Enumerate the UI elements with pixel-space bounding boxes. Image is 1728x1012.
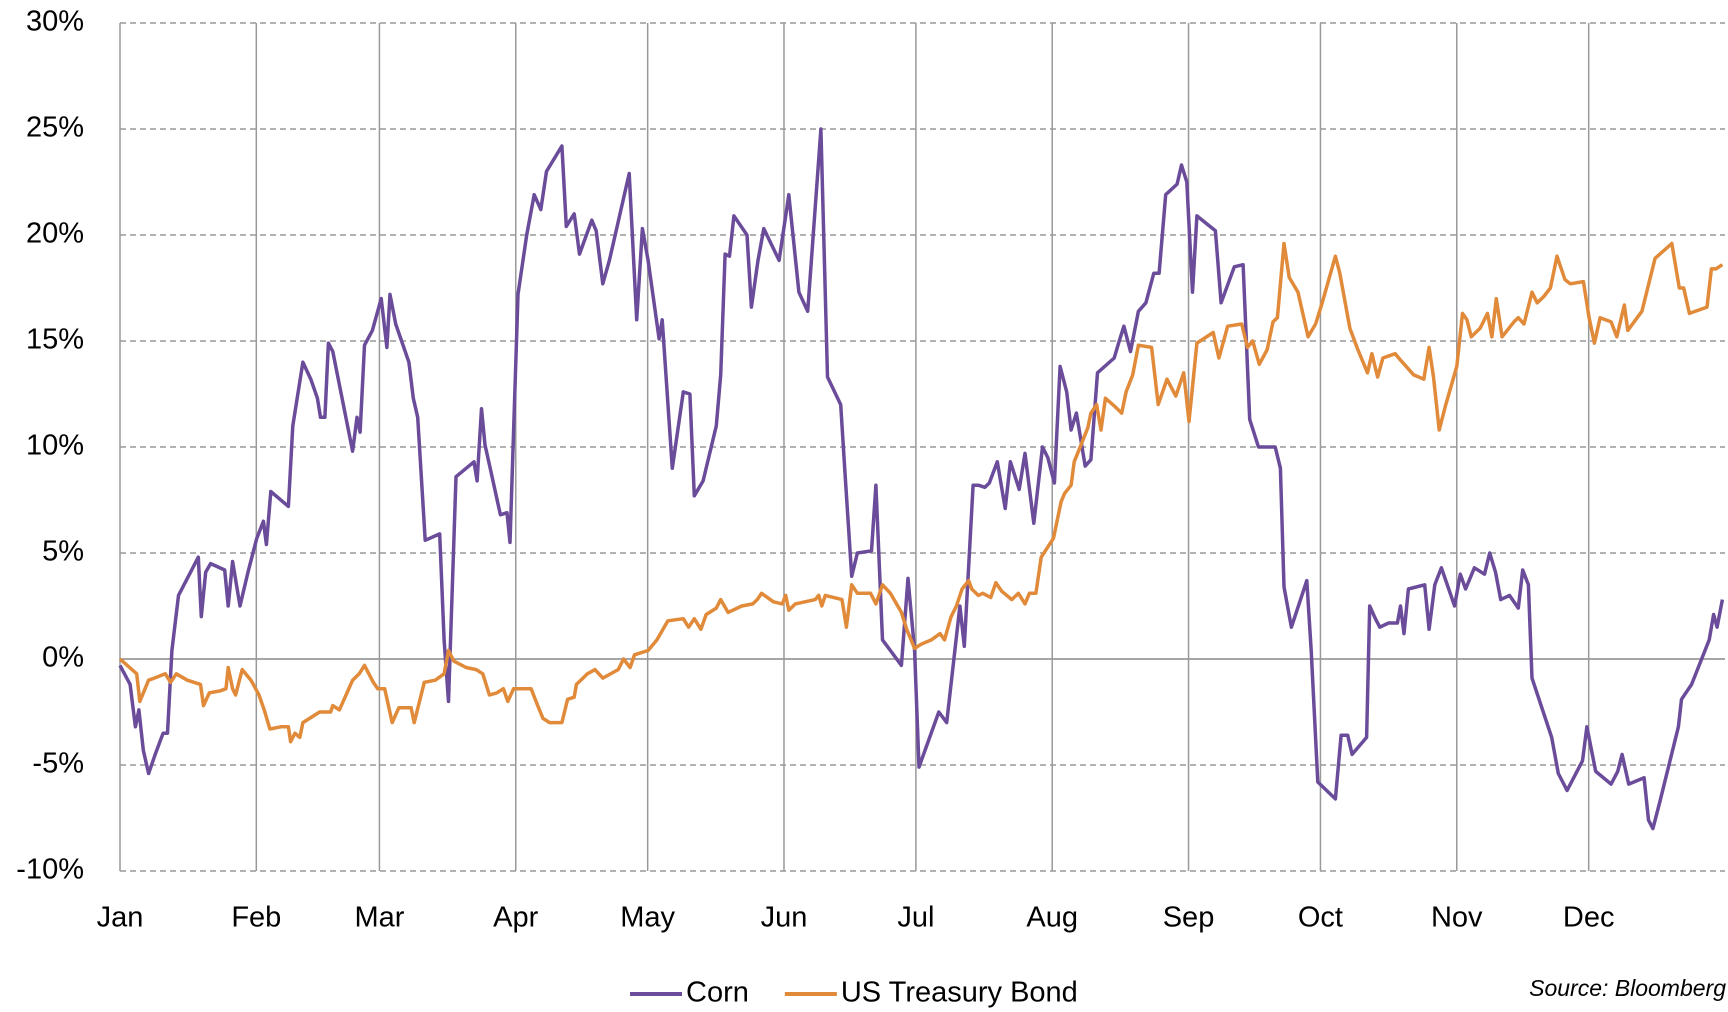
y-tick-label: 25% xyxy=(26,112,84,144)
y-tick-label: 30% xyxy=(26,6,84,38)
x-tick-label: Jun xyxy=(761,902,808,934)
x-tick-label: May xyxy=(620,902,675,934)
legend-label: Corn xyxy=(686,977,749,1009)
x-tick-label: Mar xyxy=(354,902,404,934)
y-tick-label: -5% xyxy=(32,748,84,780)
x-tick-label: Jan xyxy=(97,902,144,934)
y-tick-label: -10% xyxy=(16,854,84,886)
y-tick-label: 20% xyxy=(26,218,84,250)
y-tick-label: 0% xyxy=(42,642,84,674)
x-tick-label: Jul xyxy=(897,902,934,934)
x-tick-label: Nov xyxy=(1431,902,1483,934)
legend-label: US Treasury Bond xyxy=(841,977,1078,1009)
series-line xyxy=(118,241,1724,744)
x-tick-label: Aug xyxy=(1026,902,1078,934)
x-tick-label: Apr xyxy=(493,902,538,934)
y-tick-label: 10% xyxy=(26,430,84,462)
x-tick-label: Feb xyxy=(231,902,281,934)
y-tick-label: 15% xyxy=(26,324,84,356)
source-note: Source: Bloomberg xyxy=(1529,975,1726,1001)
x-tick-label: Sep xyxy=(1163,902,1215,934)
x-tick-label: Dec xyxy=(1563,902,1615,934)
series-line xyxy=(118,127,1725,831)
x-tick-label: Oct xyxy=(1298,902,1343,934)
y-tick-label: 5% xyxy=(42,536,84,568)
